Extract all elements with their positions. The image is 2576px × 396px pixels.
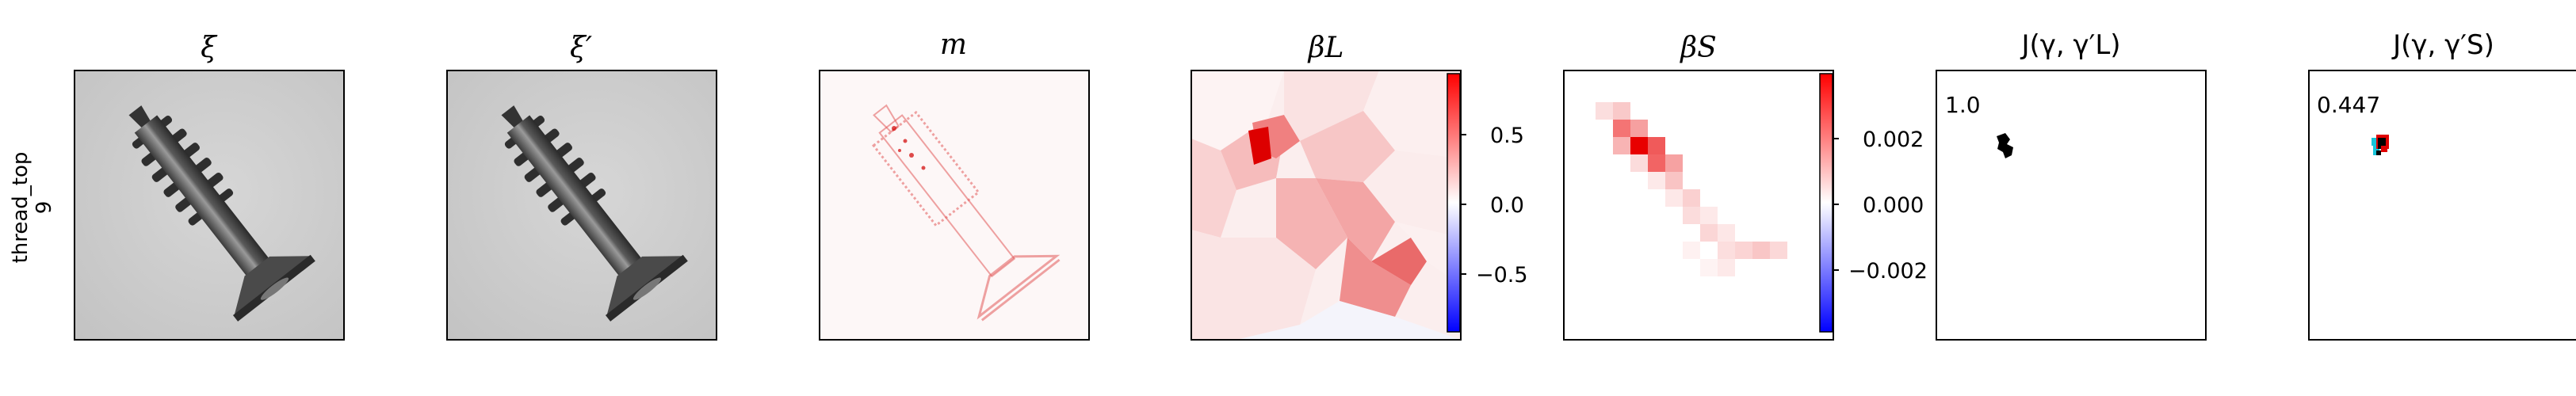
colorbar-beta-s-tick-label: 0.002 — [1863, 128, 1924, 152]
panel-m: m — [819, 29, 1090, 341]
panel-title-beta-l: βL — [1307, 32, 1344, 64]
panel-title-j-l: J(γ, γ′L) — [2020, 29, 2120, 61]
colorbar-beta-l-tick-label: −0.5 — [1476, 263, 1528, 287]
panel-frame — [446, 70, 717, 341]
panel-j-l: J(γ, γ′L) 1.0 — [1936, 29, 2207, 341]
panel-frame — [819, 70, 1090, 341]
panel-title-xi: ξ — [201, 32, 218, 64]
screw-image — [447, 70, 717, 340]
row-label-line1: thread_top — [9, 152, 32, 264]
value-label-j-s: 0.447 — [2317, 92, 2380, 118]
panel-beta-l: βL — [1191, 32, 1528, 341]
panel-frame — [74, 70, 345, 341]
colorbar-beta-s-ticks — [1833, 138, 1839, 271]
panel-frame — [2308, 70, 2576, 341]
panel-title-beta-s: βS — [1679, 32, 1716, 64]
colorbar-beta-l-tick-label: 0.0 — [1490, 193, 1524, 218]
colorbar-beta-s-tick-label: 0.000 — [1863, 193, 1924, 218]
panel-frame — [1936, 70, 2207, 341]
colorbar-beta-l-tick-label: 0.5 — [1490, 124, 1524, 148]
colorbar-beta-l-bar — [1447, 73, 1461, 333]
panel-j-s: J(γ, γ′S) 0.447 — [2308, 29, 2576, 341]
region-blob — [1997, 133, 2013, 158]
mask-background — [820, 70, 1089, 340]
segment-regions — [1191, 70, 1461, 340]
colorbar-beta-s-bar — [1819, 73, 1833, 333]
region-overlap — [2372, 135, 2389, 155]
panel-beta-s: βS — [1563, 32, 1928, 341]
row-label-line2: 9 — [32, 201, 56, 215]
value-label-j-l: 1.0 — [1945, 92, 1981, 118]
panel-xi: ξ — [74, 32, 345, 341]
panel-title-j-s: J(γ, γ′S) — [2391, 29, 2494, 61]
panel-xi-prime: ξ′ — [446, 32, 717, 341]
panel-title-xi-prime: ξ′ — [570, 32, 592, 64]
superpixel-grid — [1596, 102, 1787, 276]
colorbar-beta-s-tick-label: −0.002 — [1848, 259, 1928, 284]
panel-title-m: m — [940, 29, 967, 61]
colorbar-beta-l-ticks — [1460, 134, 1466, 275]
screw-image — [75, 70, 344, 340]
mask-hotspots — [892, 126, 926, 170]
